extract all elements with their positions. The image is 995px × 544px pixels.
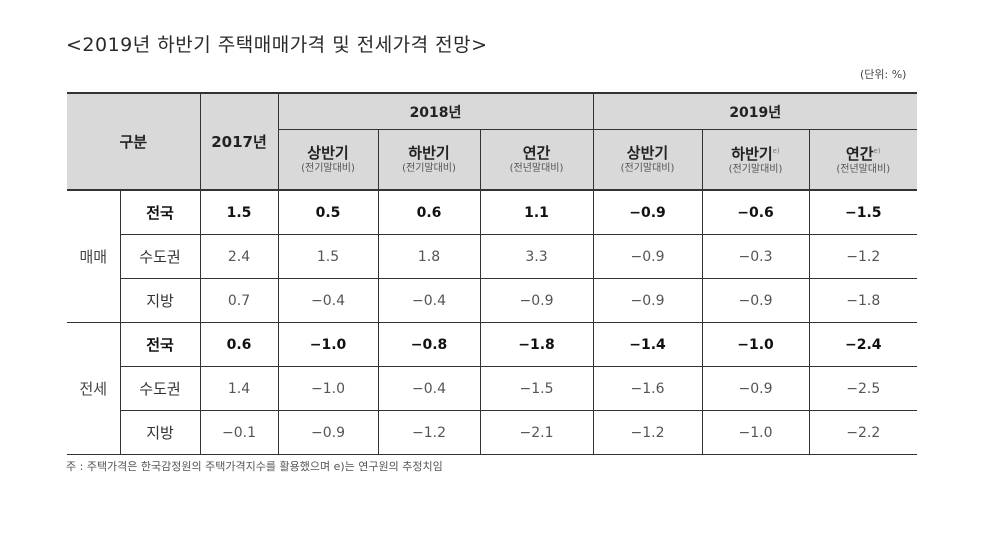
value-cell: −0.9 <box>592 190 702 235</box>
header-2019-h1: 상반기 (전기말대비) <box>592 129 702 191</box>
value-cell: −1.2 <box>808 234 917 279</box>
header-label: 연간 <box>522 143 551 162</box>
value-cell: 0.7 <box>199 278 278 323</box>
value-cell: −0.8 <box>377 322 480 367</box>
table-row: 지방 −0.1 −0.9 −1.2 −2.1 −1.2 −1.0 −2.2 <box>67 410 917 455</box>
value-cell: 1.4 <box>199 366 278 411</box>
value-cell: −0.9 <box>277 410 378 455</box>
value-cell: −0.9 <box>479 278 593 323</box>
value-cell: −0.9 <box>701 366 809 411</box>
value-cell: −1.6 <box>592 366 702 411</box>
value-cell: −1.8 <box>479 322 593 367</box>
region-label: 전국 <box>119 322 200 367</box>
value-cell: −1.5 <box>808 190 917 235</box>
table-row: 수도권 1.4 −1.0 −0.4 −1.5 −1.6 −0.9 −2.5 <box>67 366 917 411</box>
header-2018-h1: 상반기 (전기말대비) <box>277 129 378 191</box>
header-group-2018: 2018년 <box>277 92 593 130</box>
header-2018-annual: 연간 (전년말대비) <box>479 129 593 191</box>
header-label: 상반기 <box>307 143 349 162</box>
header-note: (전기말대비) <box>402 162 456 174</box>
estimate-mark: e) <box>873 147 881 155</box>
value-cell: 1.1 <box>479 190 593 235</box>
value-cell: −0.9 <box>701 278 809 323</box>
value-cell: −1.5 <box>479 366 593 411</box>
value-cell: −1.0 <box>701 322 809 367</box>
header-note: (전기말대비) <box>620 162 675 174</box>
value-cell: −2.4 <box>808 322 917 367</box>
value-cell: 0.6 <box>199 322 278 367</box>
header-label-wrap: 연간e) <box>810 142 918 163</box>
value-cell: −1.0 <box>277 366 378 411</box>
value-cell: −1.8 <box>808 278 917 323</box>
header-label: 하반기 <box>731 145 773 163</box>
value-cell: −1.2 <box>377 410 480 455</box>
value-cell: 3.3 <box>479 234 593 279</box>
table-row: 전세 전국 0.6 −1.0 −0.8 −1.8 −1.4 −1.0 −2.4 <box>67 322 917 455</box>
value-cell: 1.8 <box>377 234 480 279</box>
table-title: <2019년 하반기 주택매매가격 및 전세가격 전망> <box>66 34 488 56</box>
header-group-2019: 2019년 <box>592 92 917 130</box>
group-label-sale: 매매 <box>67 190 120 323</box>
value-cell: 0.5 <box>277 190 378 235</box>
value-cell: −0.9 <box>592 234 702 279</box>
header-label: 하반기 <box>408 143 450 162</box>
header-label: 상반기 <box>626 143 669 162</box>
table-row: 지방 0.7 −0.4 −0.4 −0.9 −0.9 −0.9 −1.8 <box>67 278 917 323</box>
value-cell: −0.4 <box>277 278 378 323</box>
value-cell: −2.5 <box>808 366 917 411</box>
header-2019-annual: 연간e) (전년말대비) <box>808 129 918 191</box>
value-cell: −0.3 <box>701 234 809 279</box>
value-cell: 0.6 <box>377 190 480 235</box>
header-note: (전년말대비) <box>509 162 564 174</box>
header-note: (전기말대비) <box>728 164 783 175</box>
estimate-mark: e) <box>772 147 780 155</box>
region-label: 지방 <box>119 278 200 323</box>
value-cell: 2.4 <box>199 234 278 279</box>
value-cell: −1.2 <box>592 410 702 455</box>
value-cell: −0.4 <box>377 278 480 323</box>
value-cell: −1.4 <box>592 322 702 367</box>
value-cell: −0.4 <box>377 366 480 411</box>
header-2019-h2: 하반기e) (전기말대비) <box>701 129 809 191</box>
value-cell: 1.5 <box>199 190 278 235</box>
group-label-jeonse: 전세 <box>67 322 120 455</box>
table-row: 매매 전국 1.5 0.5 0.6 1.1 −0.9 −0.6 −1.5 <box>67 190 917 323</box>
table-row: 수도권 2.4 1.5 1.8 3.3 −0.9 −0.3 −1.2 <box>67 234 917 279</box>
header-note: (전기말대비) <box>301 162 355 174</box>
region-label: 전국 <box>119 190 200 235</box>
forecast-table: 구분 2017년 2018년 2019년 상반기 (전기말대비) 하반기 (전기… <box>67 92 917 455</box>
value-cell: −1.0 <box>277 322 378 367</box>
value-cell: −0.9 <box>592 278 702 323</box>
header-category: 구분 <box>67 92 200 191</box>
header-note: (전년말대비) <box>836 164 891 175</box>
region-label: 수도권 <box>119 234 200 279</box>
unit-label: (단위: %) <box>860 68 907 81</box>
value-cell: −0.1 <box>199 410 278 455</box>
value-cell: −2.2 <box>808 410 917 455</box>
value-cell: 1.5 <box>277 234 378 279</box>
header-2017: 2017년 <box>199 92 278 191</box>
value-cell: −1.0 <box>701 410 809 455</box>
value-cell: −0.6 <box>701 190 809 235</box>
footnote: 주 : 주택가격은 한국감정원의 주택가격지수를 활용했으며 e)는 연구원의 … <box>66 460 443 473</box>
header-label-wrap: 하반기e) <box>703 142 809 163</box>
region-label: 지방 <box>119 410 200 455</box>
header-2018-h2: 하반기 (전기말대비) <box>377 129 480 191</box>
value-cell: −2.1 <box>479 410 593 455</box>
header-label: 연간 <box>845 145 874 163</box>
region-label: 수도권 <box>119 366 200 411</box>
